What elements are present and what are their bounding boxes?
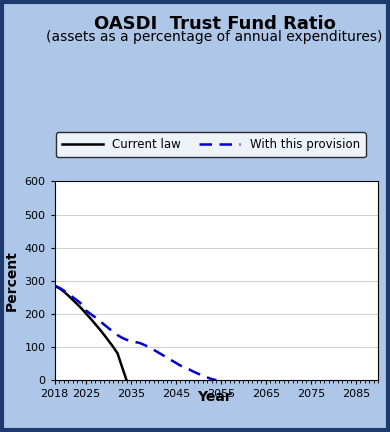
Text: (assets as a percentage of annual expenditures): (assets as a percentage of annual expend…	[46, 30, 383, 44]
Legend: Current law, With this provision: Current law, With this provision	[56, 132, 365, 157]
Y-axis label: Percent: Percent	[5, 251, 19, 311]
Text: Year: Year	[197, 390, 232, 404]
Text: OASDI  Trust Fund Ratio: OASDI Trust Fund Ratio	[94, 15, 335, 33]
